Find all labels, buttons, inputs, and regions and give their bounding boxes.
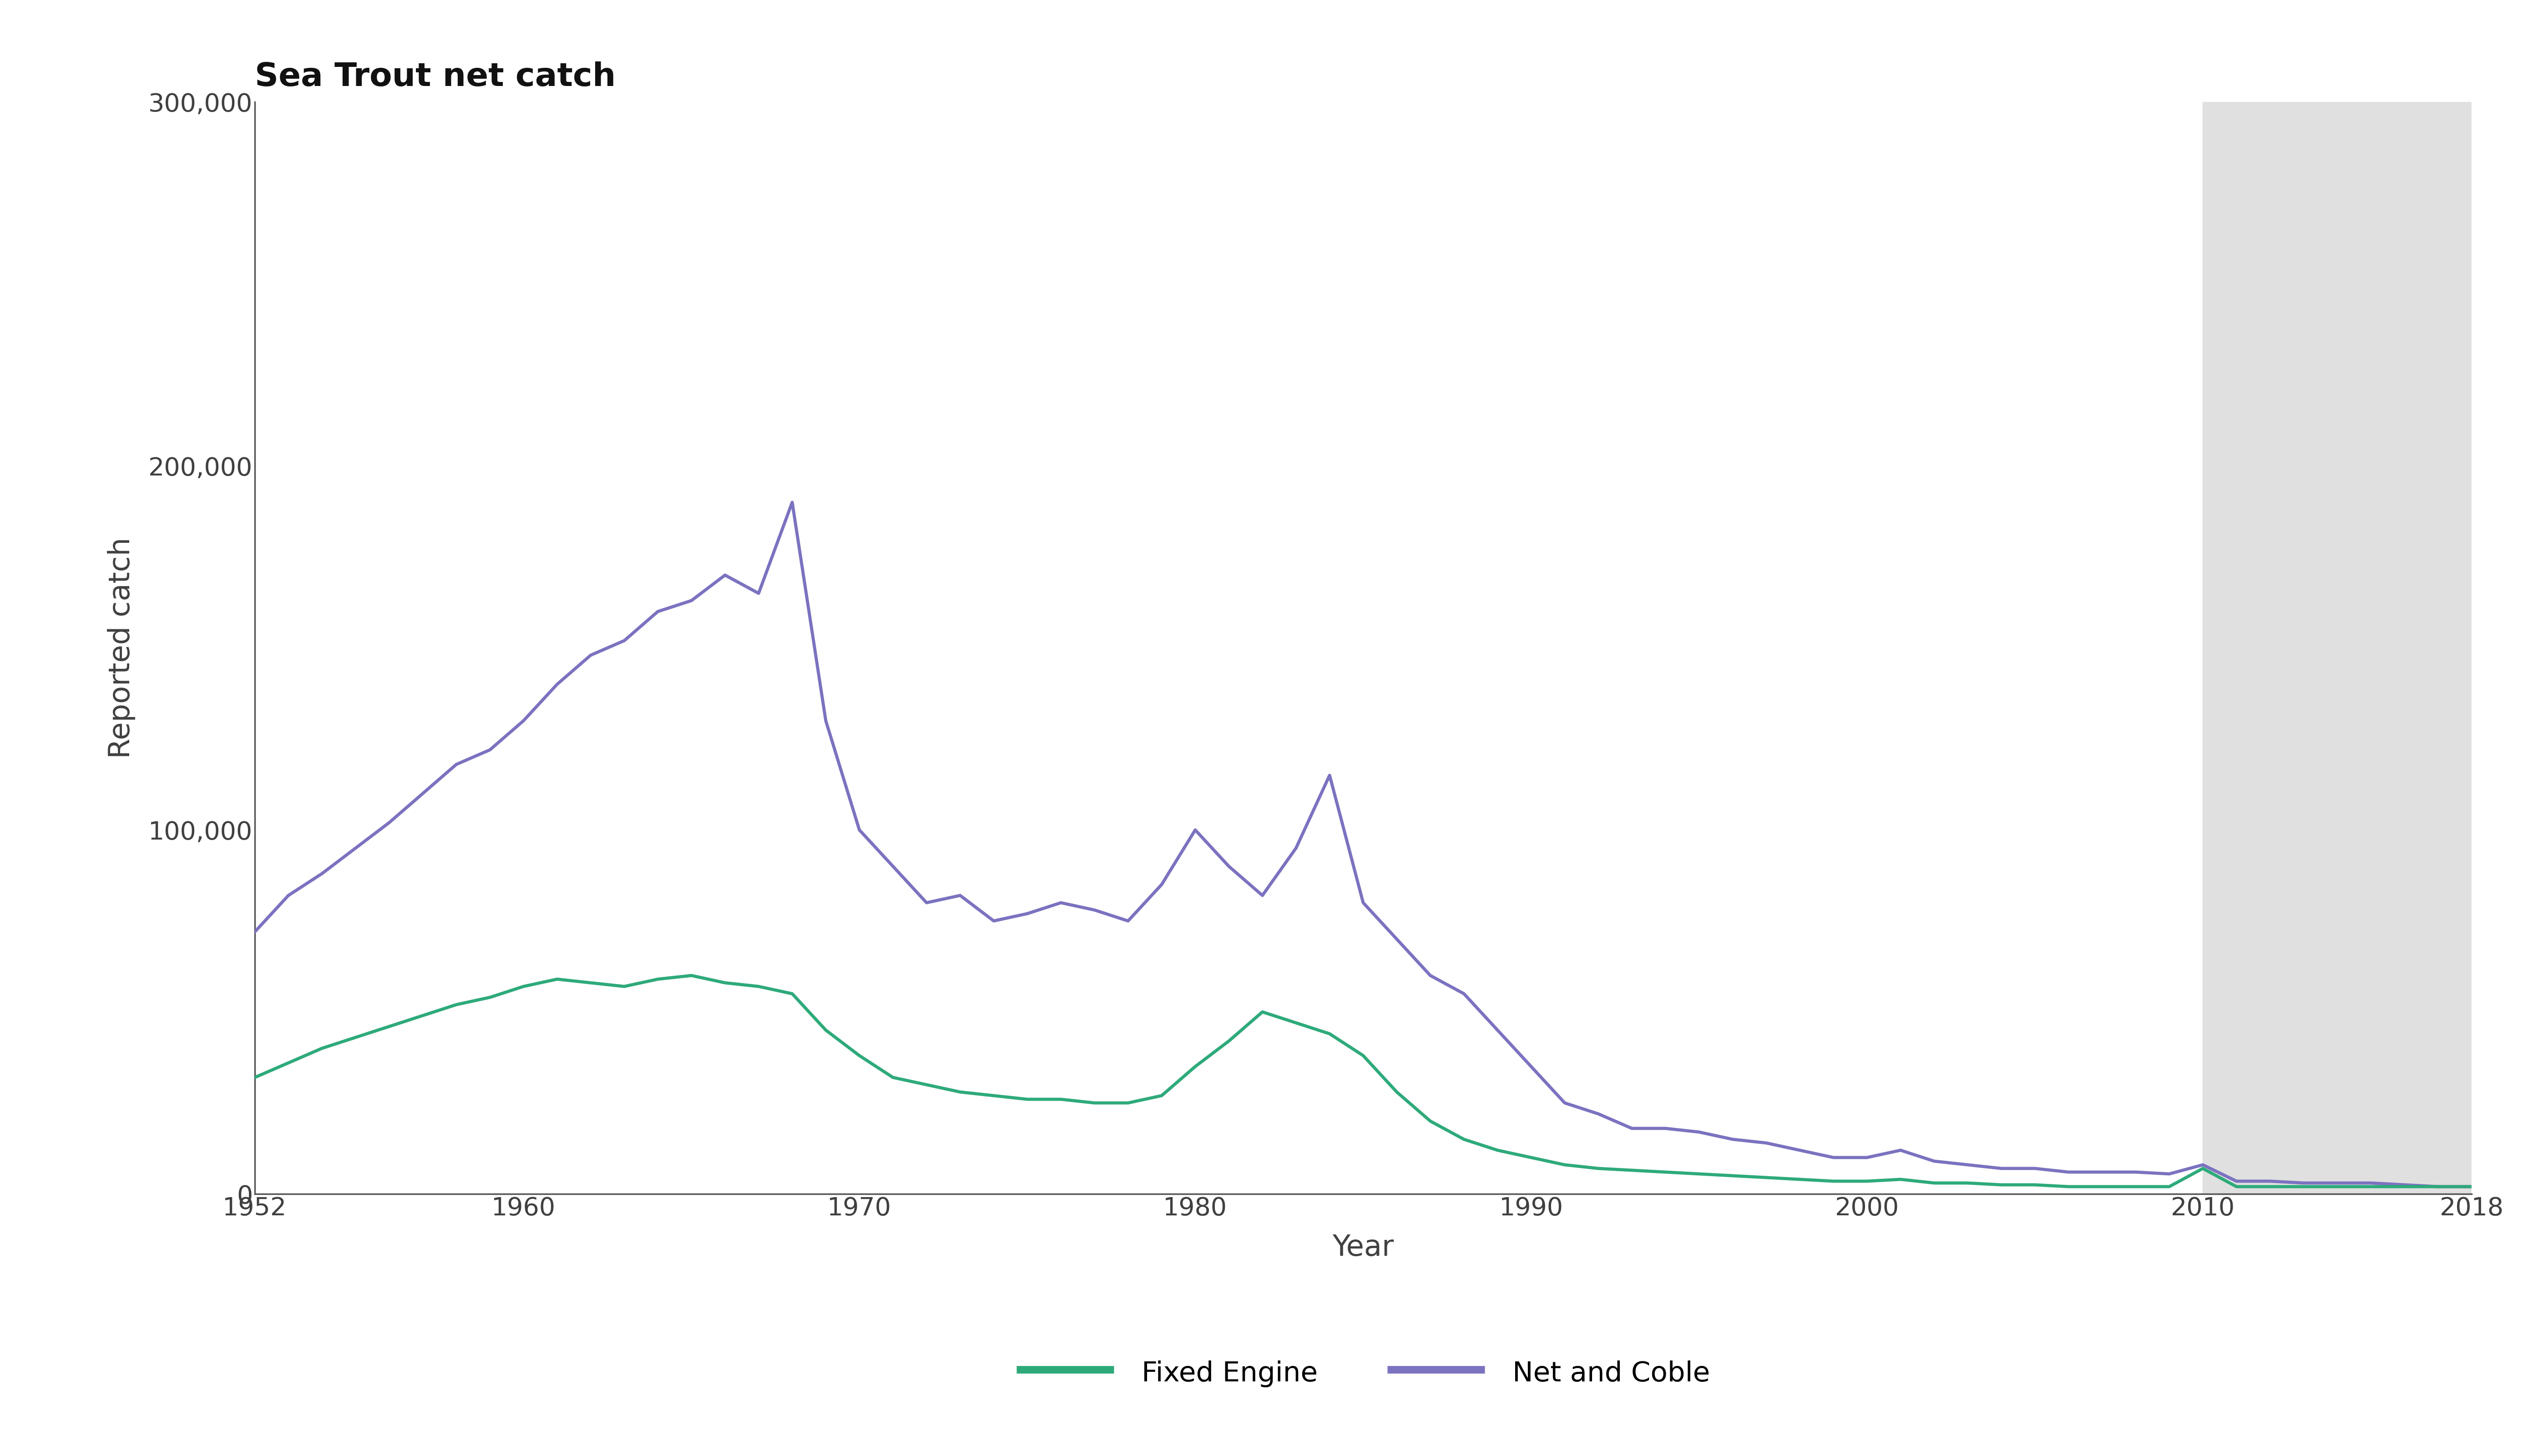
Bar — [2204, 102, 2472, 1194]
X-axis label: Year: Year — [1333, 1233, 1394, 1261]
Legend: Fixed Engine, Net and Coble: Fixed Engine, Net and Coble — [1006, 1347, 1720, 1398]
Text: Sea Trout net catch: Sea Trout net catch — [255, 61, 617, 93]
Y-axis label: Reported catch: Reported catch — [107, 537, 135, 759]
